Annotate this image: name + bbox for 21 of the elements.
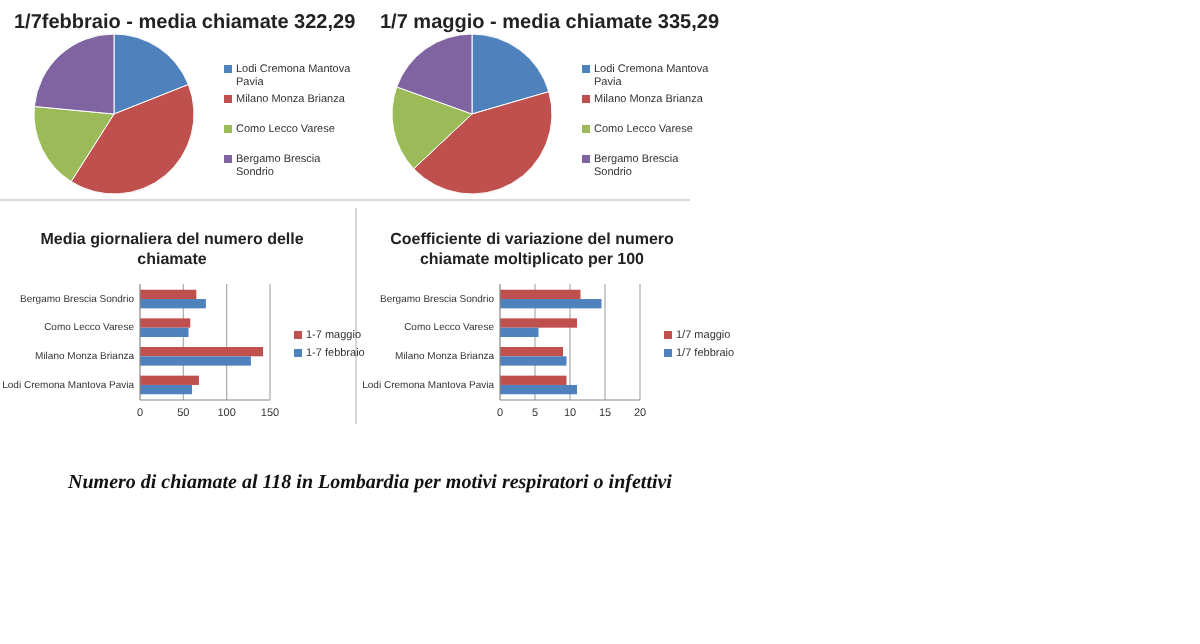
bar [500,384,577,395]
bar [140,356,251,366]
bar [140,318,191,328]
bar [140,384,192,395]
bar [500,289,581,300]
bar [140,375,199,385]
chart-title: Coefficiente di variazione del numero chiamate moltiplicato per 100 [390,230,675,268]
bar [140,347,264,357]
chart-title: Media giornaliera del numero delle chiamate [40,230,305,268]
bar [140,299,206,309]
chart-title: 1/7 maggio - media chiamate 335,29 [380,12,720,34]
chart-title: 1/7febbraio - media chiamate 322,29 [14,12,357,34]
bar [500,356,567,366]
bar [140,289,197,300]
bar [500,375,567,385]
bar [500,347,563,357]
bar [500,318,577,328]
bar [140,327,189,337]
bar [500,327,539,337]
text: Numero di chiamate al 118 in Lombardia per motivi respiratori o infettivi [66,472,673,494]
bar [500,299,602,309]
